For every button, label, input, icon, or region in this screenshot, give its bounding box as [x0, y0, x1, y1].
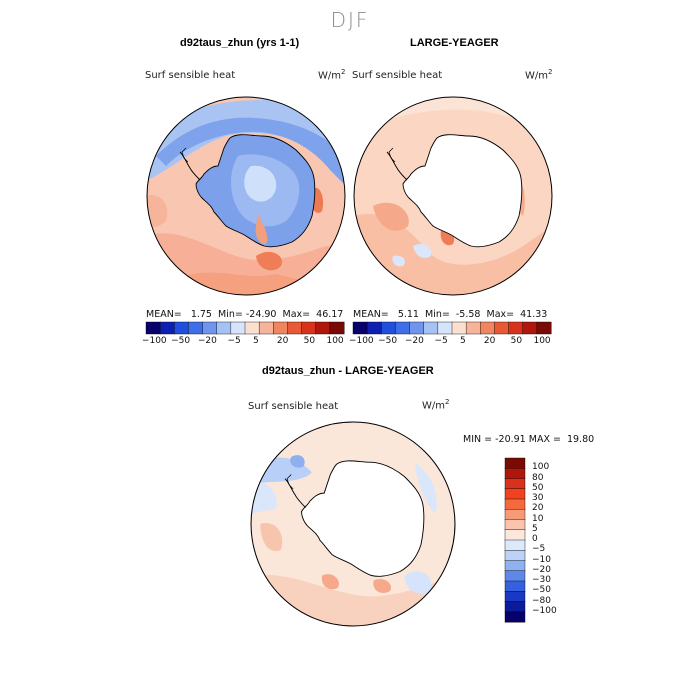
obs-colorbar-swatch: [508, 321, 524, 335]
model-polar-map: [146, 96, 346, 296]
model-colorbar-swatch: [258, 321, 274, 335]
model-colorbar-tick-label: 100: [326, 336, 344, 346]
diff-colorbar-tick-label: −20: [532, 564, 551, 575]
season-title: DJF: [330, 8, 370, 32]
obs-colorbar-tick-label: 50: [510, 336, 523, 346]
obs-variable-label: Surf sensible heat: [352, 70, 443, 81]
model-colorbar-tick-label: −50: [171, 336, 191, 346]
diff-colorbar-swatch: [504, 611, 526, 623]
diff-colorbar-tick-label: 80: [532, 472, 544, 483]
diff-colorbar-swatch: [504, 570, 526, 582]
obs-polar-map: [353, 96, 553, 296]
obs-colorbar-swatch: [352, 321, 368, 335]
diff-colorbar-swatch: [504, 509, 526, 521]
diff-variable-label: Surf sensible heat: [248, 401, 339, 412]
obs-stats: MEAN= 5.11 Min= -5.58 Max= 41.33: [353, 309, 548, 320]
obs-colorbar-swatch: [536, 321, 552, 335]
obs-colorbar-swatch: [480, 321, 495, 335]
diff-colorbar-tick-label: 100: [532, 462, 550, 473]
obs-colorbar-tick-label: −50: [378, 336, 398, 346]
obs-units-label: W/m2: [525, 68, 553, 82]
model-colorbar-swatch: [159, 321, 175, 335]
model-colorbar-swatch: [188, 321, 204, 335]
model-colorbar-swatch: [174, 321, 189, 335]
diff-colorbar-tick-label: −5: [532, 544, 546, 555]
diff-colorbar-swatch: [504, 580, 526, 592]
obs-panel-title: LARGE-YEAGER: [410, 37, 499, 49]
obs-colorbar-swatch: [437, 321, 453, 335]
model-colorbar-tick-label: −20: [197, 336, 217, 346]
diff-colorbar-swatch: [504, 529, 526, 541]
model-colorbar-tick-label: 5: [253, 336, 259, 346]
obs-colorbar: [352, 321, 552, 335]
obs-colorbar-swatch: [465, 321, 481, 335]
model-colorbar-ticks: −100 −50 −20 −5 5 20 50 100: [142, 336, 344, 348]
obs-colorbar-swatch: [409, 321, 425, 335]
diff-colorbar-swatch: [504, 488, 526, 500]
model-colorbar-swatch: [273, 321, 288, 335]
obs-colorbar-tick-label: −5: [434, 336, 448, 346]
model-stats: MEAN= 1.75 Min= -24.90 Max= 46.17: [146, 309, 344, 320]
obs-colorbar-swatch: [494, 321, 510, 335]
model-colorbar-swatch: [244, 321, 260, 335]
model-colorbar: [145, 321, 345, 335]
diff-colorbar-tick-label: −100: [532, 605, 557, 616]
obs-colorbar-ticks: −100 −50 −20 −5 5 20 50 100: [349, 336, 551, 348]
obs-colorbar-tick-label: 20: [483, 336, 496, 346]
obs-colorbar-swatch: [423, 321, 439, 335]
model-colorbar-swatch: [230, 321, 246, 335]
obs-colorbar-tick-label: 5: [460, 336, 466, 346]
diff-colorbar: [504, 457, 526, 623]
model-panel-title: d92taus_zhun (yrs 1-1): [180, 37, 300, 49]
obs-colorbar-tick-label: 100: [533, 336, 551, 346]
diff-colorbar-swatch: [504, 498, 526, 510]
model-colorbar-swatch: [216, 321, 232, 335]
model-colorbar-swatch: [202, 321, 218, 335]
diff-colorbar-tick-label: −80: [532, 595, 551, 606]
diff-colorbar-tick-label: −50: [532, 585, 551, 596]
obs-colorbar-tick-label: −20: [404, 336, 424, 346]
diff-colorbar-swatch: [504, 560, 526, 572]
model-colorbar-tick-label: 50: [303, 336, 316, 346]
diff-colorbar-ticks: 100 80 50 30 20 10 5 0 −5 −10 −20 −30 −50 −80 −100: [532, 458, 572, 622]
diff-colorbar-tick-label: −10: [532, 554, 551, 565]
model-colorbar-swatch: [301, 321, 317, 335]
diff-colorbar-swatch: [504, 539, 526, 551]
diff-colorbar-swatch: [504, 457, 526, 469]
diff-colorbar-swatch: [504, 601, 526, 613]
obs-colorbar-swatch: [451, 321, 467, 335]
obs-colorbar-swatch: [395, 321, 411, 335]
model-variable-label: Surf sensible heat: [145, 70, 236, 81]
diff-colorbar-swatch: [504, 478, 526, 490]
model-colorbar-swatch: [287, 321, 303, 335]
diff-colorbar-swatch: [504, 519, 526, 531]
diff-panel-title: d92taus_zhun - LARGE-YEAGER: [262, 365, 434, 377]
model-colorbar-swatch: [329, 321, 345, 335]
diff-colorbar-tick-label: −30: [532, 575, 551, 585]
model-colorbar-tick-label: −5: [227, 336, 241, 346]
diff-colorbar-tick-label: 50: [532, 482, 544, 493]
model-colorbar-swatch: [315, 321, 331, 335]
model-units-label: W/m2: [318, 68, 346, 82]
diff-minmax: MIN = -20.91 MAX = 19.80: [463, 434, 595, 445]
model-colorbar-tick-label: 20: [276, 336, 289, 346]
diff-colorbar-swatch: [504, 591, 526, 603]
diff-colorbar-tick-label: 5: [532, 523, 538, 534]
model-colorbar-swatch: [145, 321, 161, 335]
obs-colorbar-tick-label: −100: [348, 336, 374, 346]
diff-colorbar-tick-label: 20: [532, 503, 544, 514]
model-colorbar-tick-label: −100: [141, 336, 167, 346]
obs-colorbar-swatch: [366, 321, 382, 335]
diff-units-label: W/m2: [422, 398, 450, 412]
obs-colorbar-swatch: [381, 321, 396, 335]
diff-colorbar-tick-label: 0: [532, 534, 538, 544]
obs-colorbar-swatch: [522, 321, 538, 335]
diff-colorbar-tick-label: 30: [532, 493, 544, 503]
diff-colorbar-swatch: [504, 468, 526, 480]
diff-colorbar-swatch: [504, 550, 526, 562]
diff-colorbar-tick-label: 10: [532, 513, 544, 524]
diff-polar-map: [250, 421, 456, 627]
